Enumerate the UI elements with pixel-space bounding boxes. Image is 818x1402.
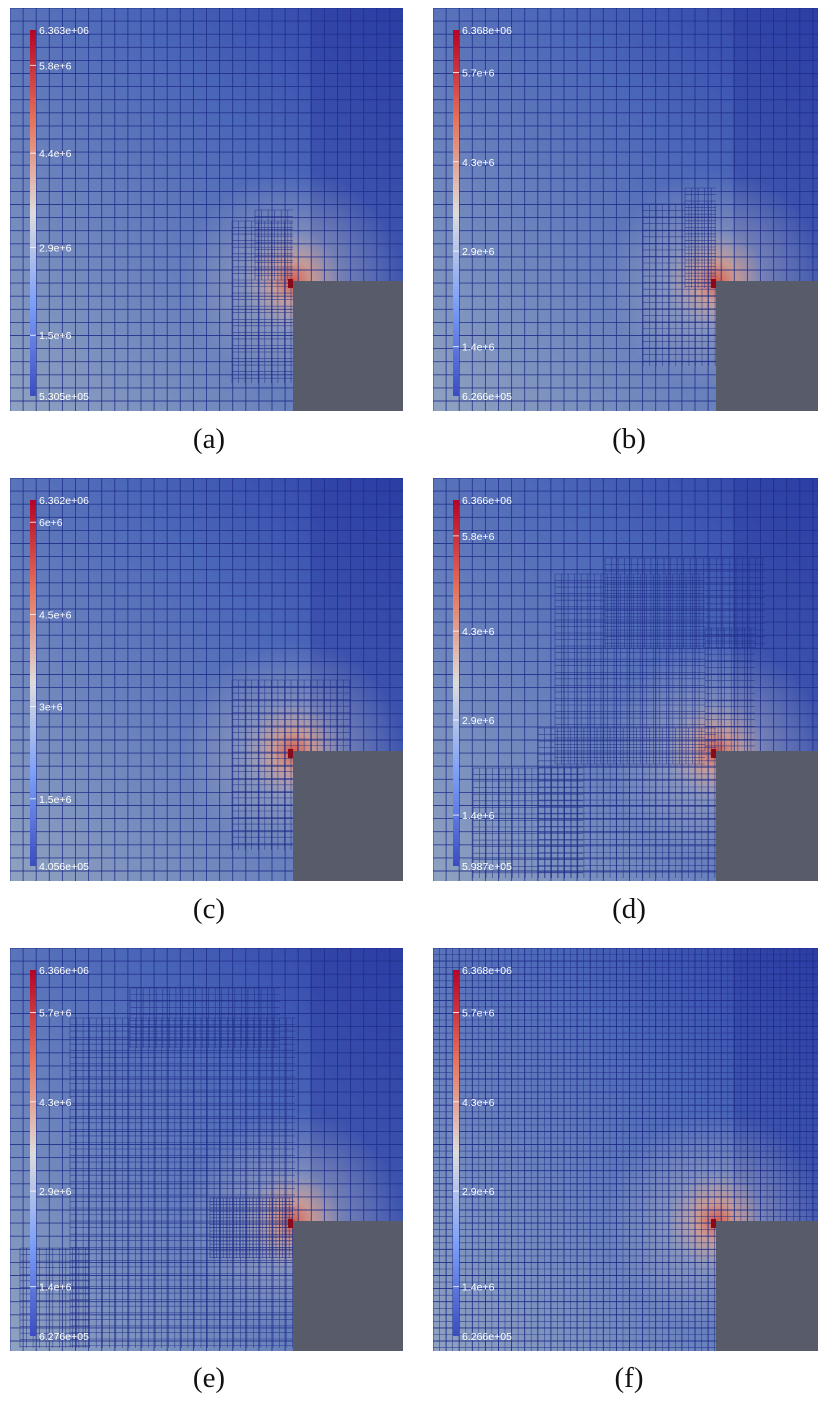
colorbar-tick-label: 1.5e+6 xyxy=(39,794,72,806)
coarse-mesh xyxy=(10,478,403,881)
refined-mesh xyxy=(231,209,293,383)
colorbar-tick-label: 4.3e+6 xyxy=(462,157,495,169)
refined-mesh xyxy=(19,987,295,1348)
panel-e: 6.366e+06 6.276e+05 5.7e+6 4.3e+6 2.9e+6 1.4e… xyxy=(10,948,403,1351)
obstacle-block xyxy=(716,1221,818,1351)
colorbar-tick-label: 2.9e+6 xyxy=(39,242,72,254)
corner-singularity xyxy=(711,749,716,758)
colorbar-tick-label: 1.4e+6 xyxy=(39,1282,72,1294)
caption-e: (e) xyxy=(192,1362,226,1394)
colorbar-max-label: 6.368e+06 xyxy=(462,25,512,37)
colorbar xyxy=(30,500,36,866)
colorbar xyxy=(453,500,459,866)
colorbar-tick-label: 2.9e+6 xyxy=(462,715,495,727)
colorbar-tick-label: 4.4e+6 xyxy=(39,148,72,160)
colorbar-max-label: 6.366e+06 xyxy=(462,495,512,507)
colorbar-tick-label: 3e+6 xyxy=(39,702,63,714)
colorbar-tick-label: 4.3e+6 xyxy=(39,1097,72,1109)
obstacle-block xyxy=(293,751,403,881)
colorbar-min-label: 6.266e+05 xyxy=(462,391,512,403)
colorbar-min-label: 4.056e+05 xyxy=(39,861,89,873)
panel-f: 6.368e+06 6.266e+05 5.7e+6 4.3e+6 2.9e+6 1.4e… xyxy=(433,948,818,1351)
caption-a: (a) xyxy=(192,423,226,455)
colorbar-min-label: 6.276e+05 xyxy=(39,1331,89,1343)
colorbar xyxy=(453,970,459,1336)
corner-singularity xyxy=(288,279,293,288)
colorbar-tick-label: 1.5e+6 xyxy=(39,330,72,342)
mesh-plot: 6.363e+06 5.305e+05 5.8e+6 4.4e+6 2.9e+6 1.5e… xyxy=(10,8,403,411)
mesh-plot: 6.362e+06 4.056e+05 6e+6 4.5e+6 3e+6 1.5e+6 xyxy=(10,478,403,881)
colorbar-max-label: 6.368e+06 xyxy=(462,965,512,977)
obstacle-block xyxy=(293,1221,403,1351)
colorbar xyxy=(30,30,36,396)
colorbar-tick-label: 5.8e+6 xyxy=(39,60,72,72)
colorbar-tick-label: 6e+6 xyxy=(39,517,63,529)
mesh-plot: 6.366e+06 5.987e+05 5.8e+6 4.3e+6 2.9e+6 1.4e… xyxy=(433,478,818,881)
refined-mesh xyxy=(642,187,716,366)
panel-b: 6.368e+06 6.266e+05 5.7e+6 4.3e+6 2.9e+6 1.4e… xyxy=(433,8,818,411)
colorbar-tick-label: 4.3e+6 xyxy=(462,626,495,638)
panel-c: 6.362e+06 4.056e+05 6e+6 4.5e+6 3e+6 1.5e+6 xyxy=(10,478,403,881)
coarse-mesh xyxy=(433,8,818,411)
obstacle-block xyxy=(716,281,818,411)
caption-d: (d) xyxy=(612,893,646,925)
panel-d: 6.366e+06 5.987e+05 5.8e+6 4.3e+6 2.9e+6 1.4e… xyxy=(433,478,818,881)
obstacle-block xyxy=(716,751,818,881)
mesh-plot: 6.366e+06 6.276e+05 5.7e+6 4.3e+6 2.9e+6 1.4e… xyxy=(10,948,403,1351)
caption-f: (f) xyxy=(614,1362,644,1394)
colorbar-tick-label: 1.4e+6 xyxy=(462,810,495,822)
mesh-plot: 6.368e+06 6.266e+05 5.7e+6 4.3e+6 2.9e+6 1.4e… xyxy=(433,8,818,411)
colorbar-tick-label: 1.4e+6 xyxy=(462,342,495,354)
colorbar-tick-label: 4.3e+6 xyxy=(462,1097,495,1109)
corner-singularity xyxy=(711,1219,716,1228)
colorbar-tick-label: 5.7e+6 xyxy=(462,1008,495,1020)
corner-singularity xyxy=(288,749,293,758)
colorbar-tick-label: 1.4e+6 xyxy=(462,1282,495,1294)
colorbar-tick-label: 5.8e+6 xyxy=(462,531,495,543)
colorbar-max-label: 6.366e+06 xyxy=(39,965,89,977)
corner-singularity xyxy=(711,279,716,288)
colorbar-tick-label: 2.9e+6 xyxy=(462,1186,495,1198)
colorbar-tick-label: 4.5e+6 xyxy=(39,609,72,621)
colorbar-max-label: 6.363e+06 xyxy=(39,25,89,37)
mesh-plot: 6.368e+06 6.266e+05 5.7e+6 4.3e+6 2.9e+6 1.4e… xyxy=(433,948,818,1351)
colorbar-min-label: 6.266e+05 xyxy=(462,1331,512,1343)
colorbar-min-label: 5.987e+05 xyxy=(462,861,512,873)
obstacle-block xyxy=(293,281,403,411)
caption-c: (c) xyxy=(192,893,226,925)
corner-singularity xyxy=(288,1219,293,1228)
colorbar-max-label: 6.362e+06 xyxy=(39,495,89,507)
panel-a: 6.363e+06 5.305e+05 5.8e+6 4.4e+6 2.9e+6 1.5e… xyxy=(10,8,403,411)
caption-b: (b) xyxy=(612,423,646,455)
colorbar xyxy=(453,30,459,396)
refined-mesh xyxy=(472,557,765,878)
colorbar-tick-label: 5.7e+6 xyxy=(462,68,495,80)
colorbar-tick-label: 5.7e+6 xyxy=(39,1008,72,1020)
colorbar-min-label: 5.305e+05 xyxy=(39,391,89,403)
colorbar-tick-label: 2.9e+6 xyxy=(462,246,495,258)
colorbar xyxy=(30,970,36,1336)
colorbar-tick-label: 2.9e+6 xyxy=(39,1186,72,1198)
